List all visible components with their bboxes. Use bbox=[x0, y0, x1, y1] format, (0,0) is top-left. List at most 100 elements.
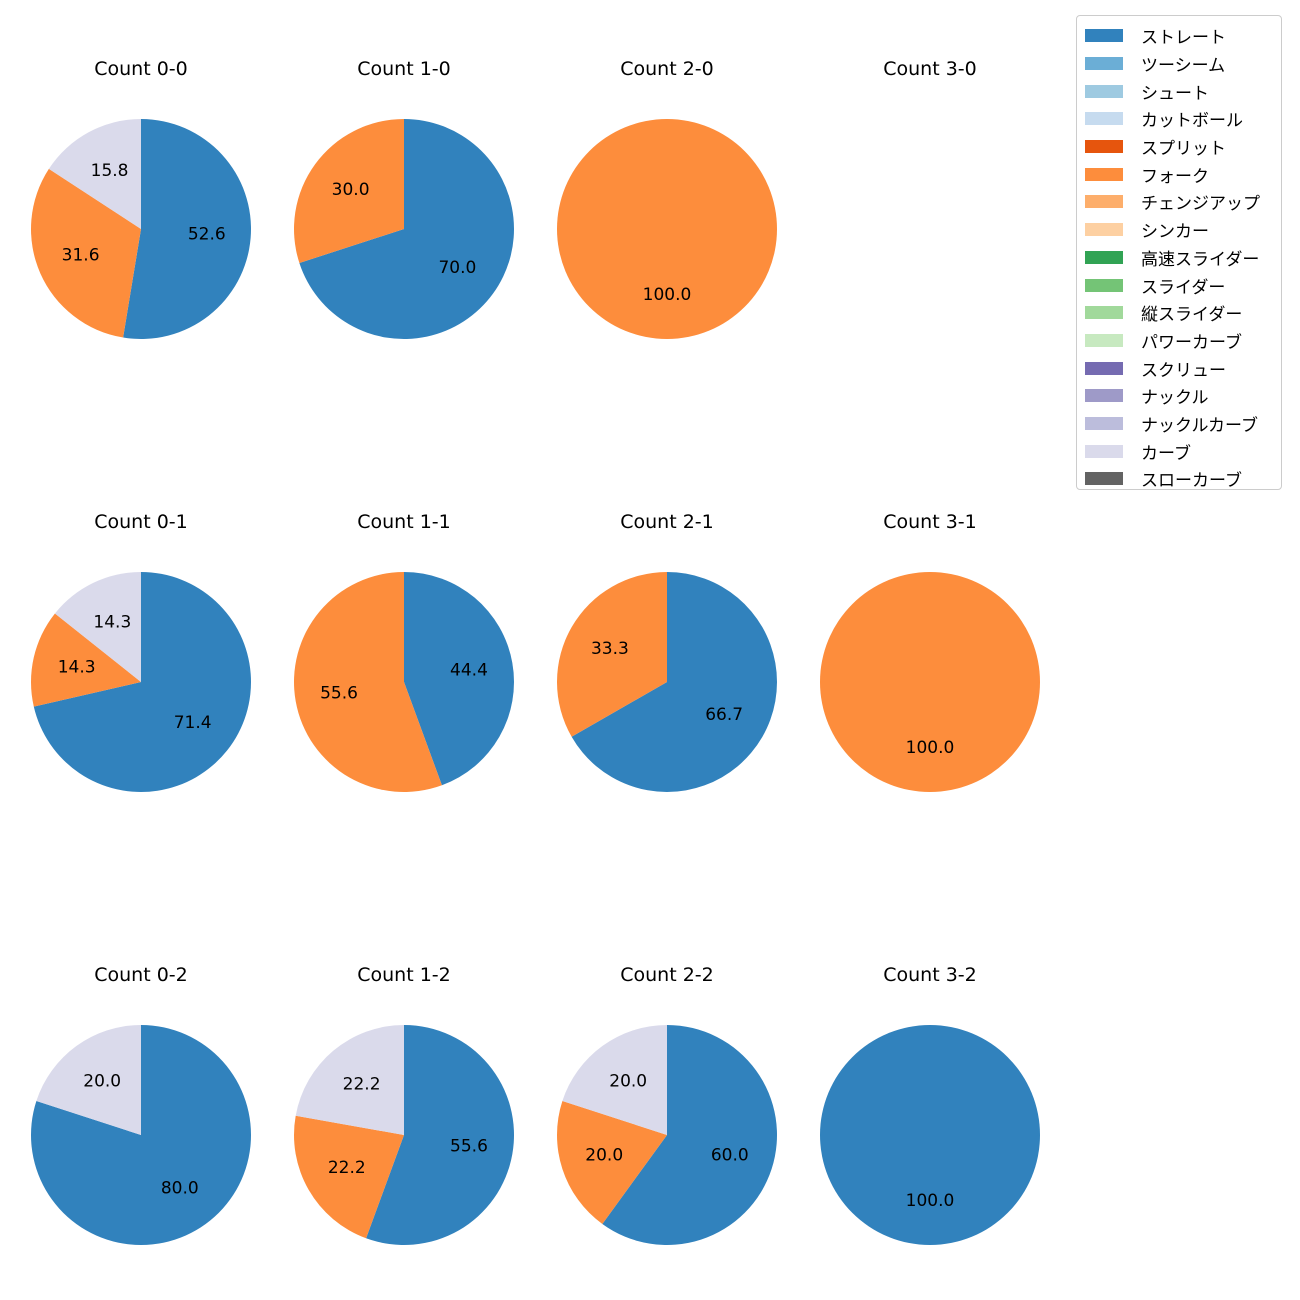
legend-swatch bbox=[1085, 195, 1123, 209]
pie-chart: Count 2-2 60.0 20.0 20.0 bbox=[556, 964, 778, 1246]
pie-title: Count 0-1 bbox=[94, 511, 188, 533]
legend-item: シンカー bbox=[1085, 216, 1273, 244]
pie-slice bbox=[556, 572, 667, 737]
pie-chart: Count 0-2 80.0 20.0 bbox=[30, 964, 252, 1245]
slice-value-label: 80.0 bbox=[161, 1178, 199, 1198]
legend-label: カットボール bbox=[1141, 111, 1243, 132]
pie-slice bbox=[294, 119, 404, 263]
pie-slice bbox=[123, 119, 251, 340]
pie-slice bbox=[294, 1115, 404, 1239]
legend-label: シンカー bbox=[1141, 222, 1209, 243]
legend-label: ナックルカーブ bbox=[1141, 415, 1258, 436]
pie-title: Count 2-0 bbox=[620, 58, 714, 80]
legend-item: ナックルカーブ bbox=[1085, 410, 1273, 438]
legend-item: シュート bbox=[1085, 77, 1273, 105]
pie-title: Count 0-0 bbox=[94, 58, 188, 80]
pie-chart: Count 1-1 44.4 55.6 bbox=[294, 511, 515, 792]
pie-slice bbox=[295, 1025, 404, 1135]
legend-item: 縦スライダー bbox=[1085, 299, 1273, 327]
pie-slice bbox=[820, 1025, 1040, 1245]
legend-label: スライダー bbox=[1141, 277, 1226, 298]
legend-item: カットボール bbox=[1085, 105, 1273, 133]
pie-title: Count 2-1 bbox=[620, 511, 714, 533]
slice-value-label: 33.3 bbox=[591, 639, 629, 659]
legend-swatch bbox=[1085, 444, 1123, 458]
legend-item: スプリット bbox=[1085, 133, 1273, 161]
pie-slice bbox=[36, 1025, 141, 1135]
slice-value-label: 22.2 bbox=[328, 1158, 366, 1178]
pie-slice bbox=[571, 572, 777, 792]
legend-item: パワーカーブ bbox=[1085, 327, 1273, 355]
pie-chart: Count 0-0 52.6 31.6 15.8 bbox=[30, 58, 251, 340]
pie-chart: Count 2-0 100.0 bbox=[557, 58, 777, 339]
legend-swatch bbox=[1085, 112, 1123, 126]
legend-swatch bbox=[1085, 223, 1123, 237]
slice-value-label: 44.4 bbox=[450, 660, 488, 680]
pie-slice bbox=[820, 572, 1040, 792]
slice-value-label: 100.0 bbox=[643, 285, 692, 305]
legend-label: チェンジアップ bbox=[1141, 194, 1260, 215]
slice-value-label: 71.4 bbox=[174, 713, 212, 733]
pie-chart: Count 0-1 71.4 14.3 14.3 bbox=[30, 511, 251, 792]
legend-label: フォーク bbox=[1141, 166, 1209, 187]
slice-value-label: 70.0 bbox=[438, 258, 476, 278]
legend-label: ストレート bbox=[1141, 28, 1226, 49]
pie-slice bbox=[30, 613, 141, 707]
pie-title: Count 2-2 bbox=[620, 964, 714, 986]
pie-slice bbox=[33, 572, 251, 792]
legend-label: スプリット bbox=[1141, 139, 1226, 160]
pie-chart: Count 1-2 55.6 22.2 22.2 bbox=[294, 964, 515, 1246]
legend-swatch bbox=[1085, 278, 1123, 292]
pie-title: Count 1-2 bbox=[357, 964, 451, 986]
pie-slice bbox=[366, 1025, 515, 1246]
legend-item: ツーシーム bbox=[1085, 50, 1273, 78]
legend-swatch bbox=[1085, 57, 1123, 71]
slice-value-label: 15.8 bbox=[91, 161, 129, 181]
legend-swatch bbox=[1085, 84, 1123, 98]
pie-slice bbox=[556, 1101, 667, 1224]
slice-value-label: 60.0 bbox=[711, 1145, 749, 1165]
legend-swatch bbox=[1085, 333, 1123, 347]
pie-title: Count 1-0 bbox=[357, 58, 451, 80]
legend-item: カーブ bbox=[1085, 437, 1273, 465]
legend-item: スライダー bbox=[1085, 271, 1273, 299]
legend-label: スローカーブ bbox=[1141, 471, 1242, 492]
legend-swatch bbox=[1085, 167, 1123, 181]
slice-value-label: 31.6 bbox=[62, 246, 100, 266]
legend-swatch bbox=[1085, 29, 1123, 43]
pie-chart: Count 3-0 bbox=[883, 58, 977, 80]
legend-item: 高速スライダー bbox=[1085, 244, 1273, 272]
pie-title: Count 3-0 bbox=[883, 58, 977, 80]
pie-slice bbox=[562, 1025, 667, 1135]
slice-value-label: 55.6 bbox=[320, 684, 358, 704]
legend-swatch bbox=[1085, 416, 1123, 430]
legend-label: ツーシーム bbox=[1141, 56, 1226, 77]
legend-item: ナックル bbox=[1085, 382, 1273, 410]
pie-slice bbox=[602, 1025, 778, 1246]
slice-value-label: 14.3 bbox=[58, 657, 96, 677]
legend-swatch bbox=[1085, 389, 1123, 403]
pie-title: Count 3-1 bbox=[883, 511, 977, 533]
legend-swatch bbox=[1085, 140, 1123, 154]
legend-label: 高速スライダー bbox=[1141, 249, 1260, 270]
slice-value-label: 20.0 bbox=[585, 1145, 623, 1165]
pie-chart: Count 2-1 66.7 33.3 bbox=[556, 511, 777, 792]
slice-value-label: 22.2 bbox=[343, 1074, 381, 1094]
slice-value-label: 100.0 bbox=[906, 738, 955, 758]
legend-swatch bbox=[1085, 250, 1123, 264]
slice-value-label: 30.0 bbox=[332, 180, 370, 200]
legend-swatch bbox=[1085, 306, 1123, 320]
slice-value-label: 100.0 bbox=[906, 1191, 955, 1211]
pie-slice bbox=[30, 168, 141, 338]
legend-item: スクリュー bbox=[1085, 354, 1273, 382]
pie-slice bbox=[557, 119, 777, 339]
pie-title: Count 1-1 bbox=[357, 511, 451, 533]
pie-slice bbox=[294, 572, 442, 792]
legend-label: 縦スライダー bbox=[1141, 305, 1243, 326]
legend-item: フォーク bbox=[1085, 160, 1273, 188]
pie-chart: Count 1-0 70.0 30.0 bbox=[294, 58, 514, 339]
legend-label: ナックル bbox=[1141, 388, 1209, 409]
slice-value-label: 20.0 bbox=[83, 1072, 121, 1092]
pie-chart: Count 3-2 100.0 bbox=[820, 964, 1040, 1245]
